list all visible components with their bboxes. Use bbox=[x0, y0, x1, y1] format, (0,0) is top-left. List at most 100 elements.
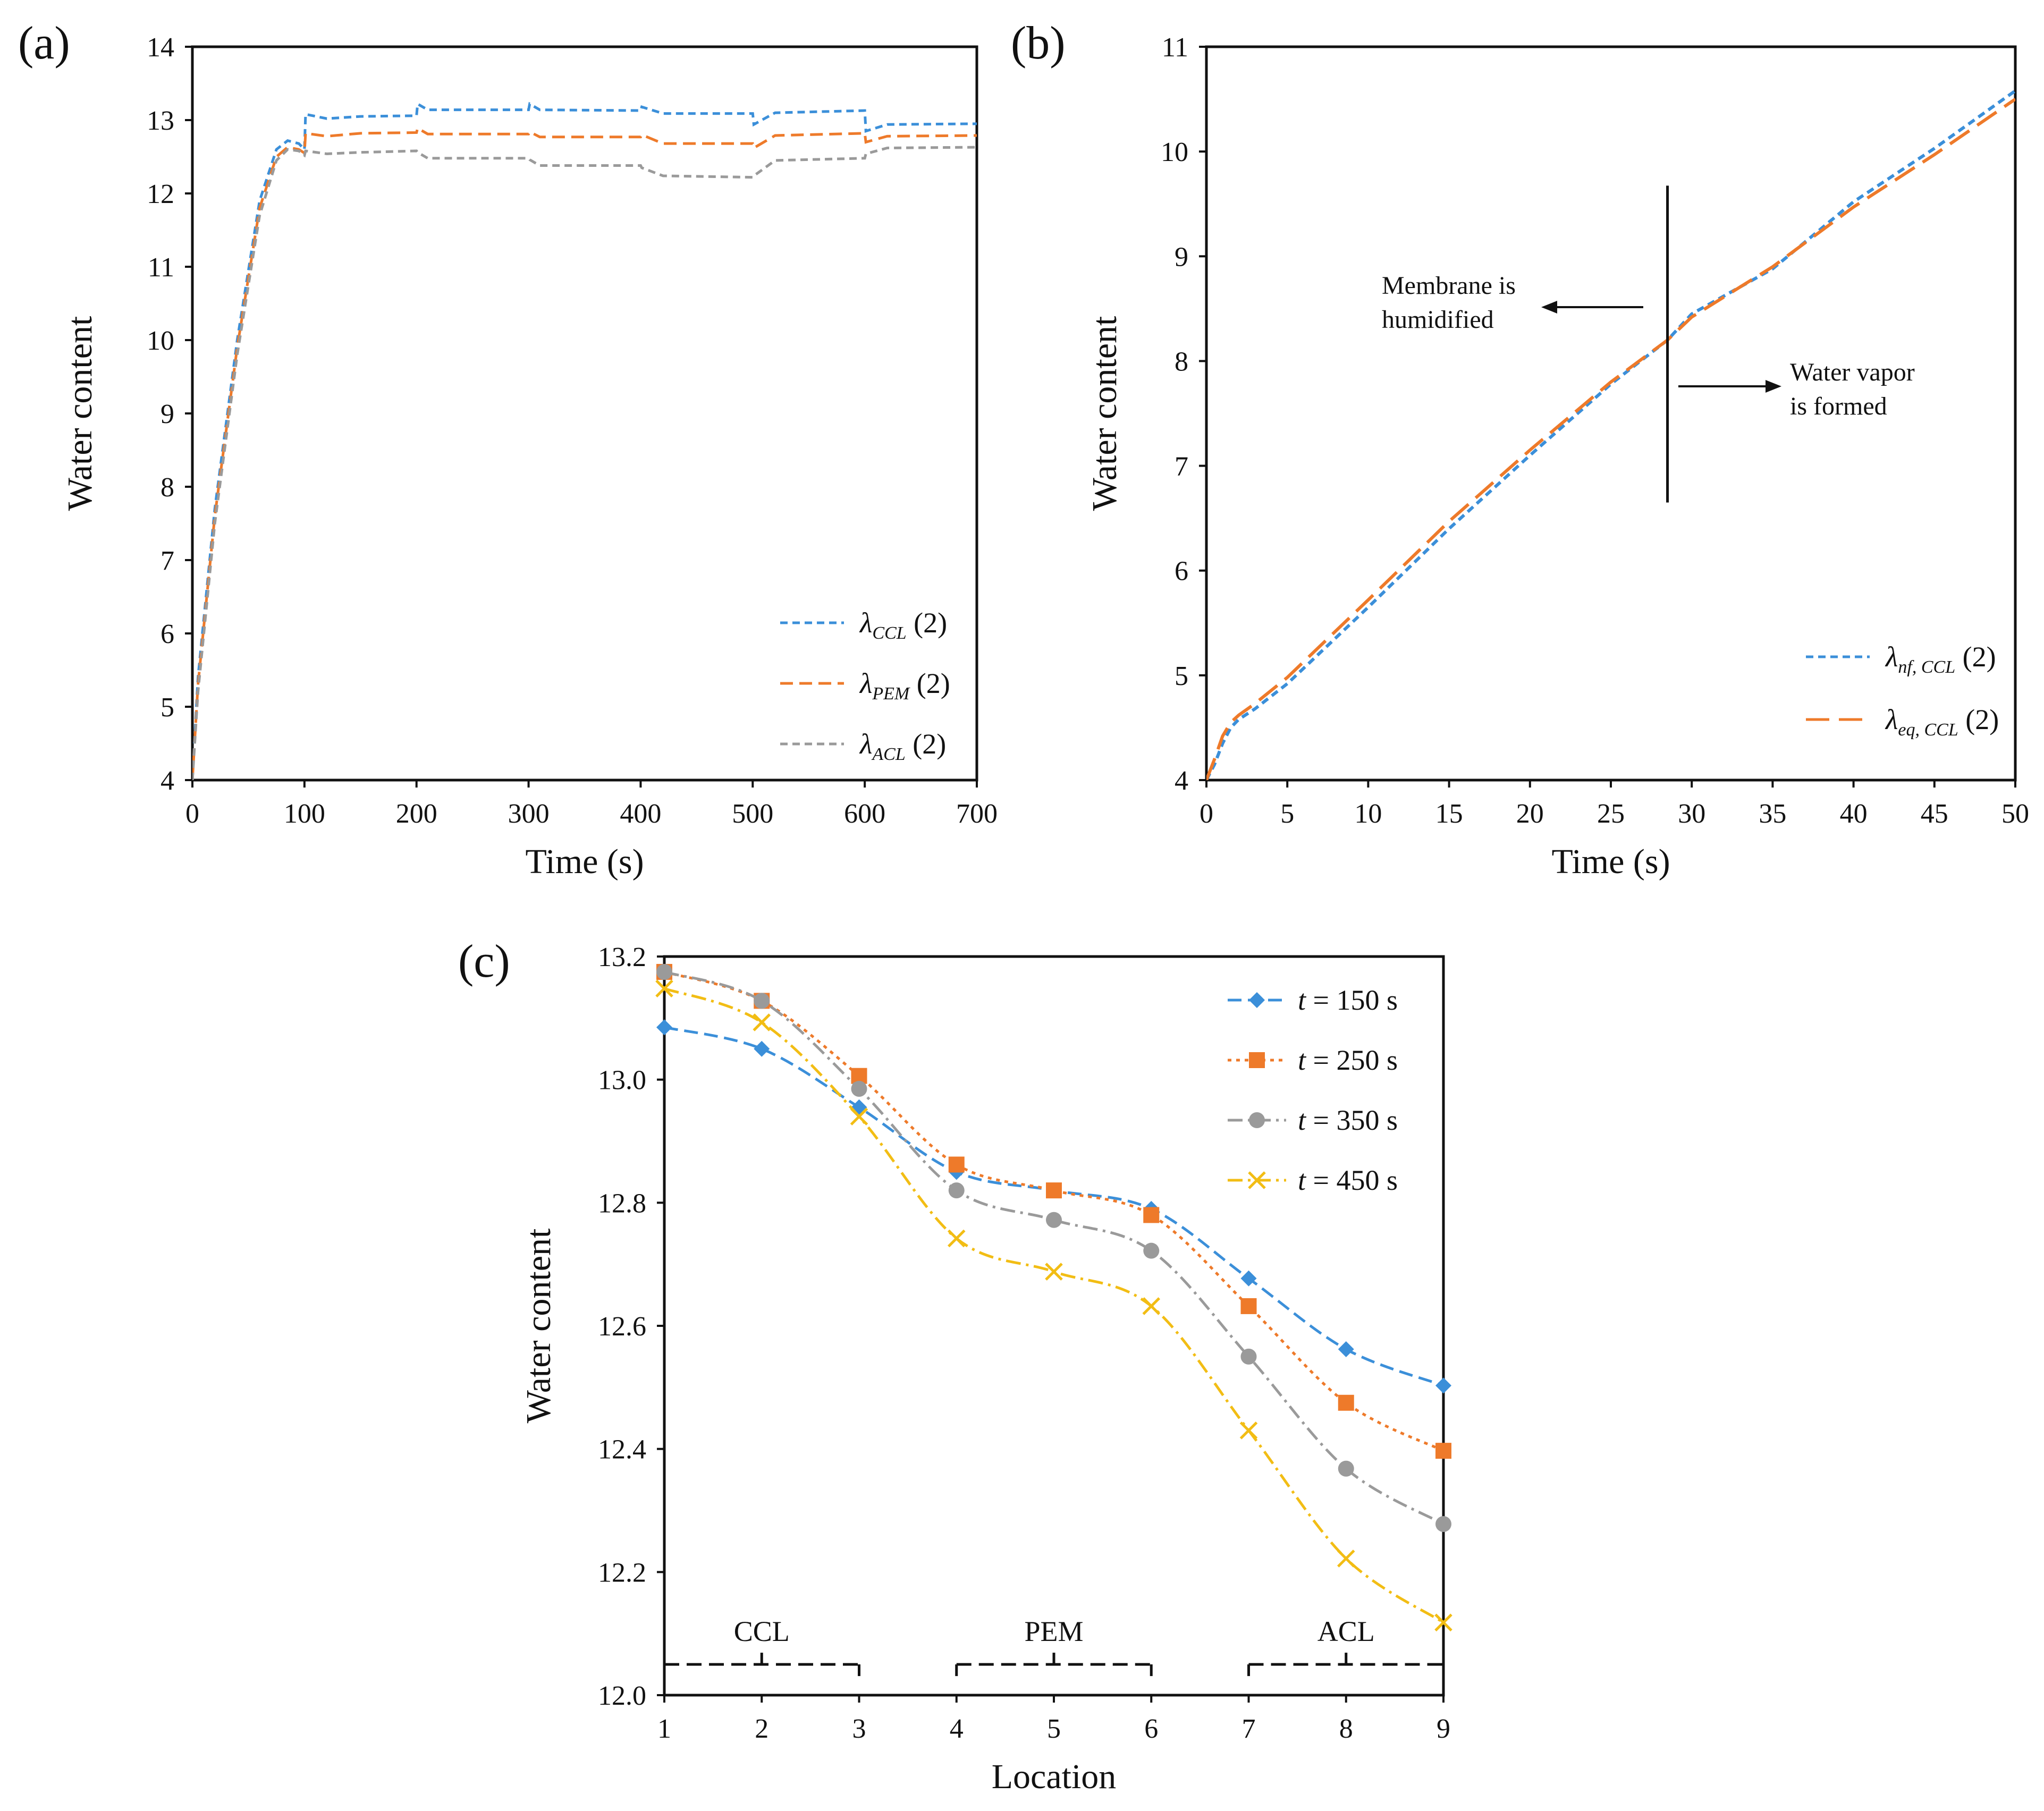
y-tick-label: 8 bbox=[161, 472, 174, 503]
y-tick-label: 9 bbox=[161, 399, 174, 429]
x-tick-label: 7 bbox=[1242, 1714, 1256, 1744]
x-axis-label: Time (s) bbox=[525, 842, 644, 881]
x-tick-label: 45 bbox=[1921, 799, 1948, 829]
x-tick-label: 0 bbox=[185, 799, 199, 829]
y-tick-label: 13 bbox=[147, 106, 174, 136]
series-line-ccl bbox=[192, 101, 977, 780]
data-point-t450 bbox=[1239, 1421, 1258, 1440]
legend-label-t350: t = 350 s bbox=[1298, 1104, 1398, 1136]
series-line-t350 bbox=[664, 970, 1443, 1526]
annotation-text: Water vapor bbox=[1790, 358, 1915, 386]
panel-label: (c) bbox=[458, 936, 510, 987]
y-tick-label: 12.0 bbox=[598, 1681, 646, 1711]
series-line-eq bbox=[1206, 98, 2015, 780]
legend-entry-t150: t = 150 s bbox=[1228, 984, 1398, 1016]
legend-entry-acl: λACL (2) bbox=[780, 728, 946, 764]
data-point-t350 bbox=[1435, 1516, 1451, 1532]
region-label: CCL bbox=[734, 1615, 790, 1647]
annotation-humidified: Membrane is humidified bbox=[1382, 272, 1643, 334]
legend-label-t250: t = 250 s bbox=[1298, 1044, 1398, 1076]
y-tick-label: 14 bbox=[147, 32, 174, 63]
legend-entry-ccl: λCCL (2) bbox=[780, 607, 947, 643]
y-tick-label: 5 bbox=[1175, 661, 1188, 691]
region-label: PEM bbox=[1024, 1615, 1083, 1647]
chart-panel-a: 4 5 6 7 8 9 10 11 12 13 14 0 100 200 300 400 500 600 700 Ti… bbox=[18, 18, 998, 881]
y-tick-label: 13.2 bbox=[598, 942, 646, 972]
y-tick-label: 6 bbox=[161, 619, 174, 649]
arrow-left-icon bbox=[1541, 301, 1557, 314]
x-tick-label: 100 bbox=[284, 799, 325, 829]
y-tick-label: 4 bbox=[161, 766, 174, 796]
series-line-t150 bbox=[664, 1026, 1443, 1387]
legend-marker-t250 bbox=[1249, 1052, 1265, 1068]
legend-entry-t350: t = 350 s bbox=[1228, 1104, 1398, 1136]
x-tick-label: 500 bbox=[732, 799, 773, 829]
legend-label-eq: λeq, CCL (2) bbox=[1885, 704, 1999, 740]
x-tick-label: 2 bbox=[755, 1714, 768, 1744]
y-axis-label: Water content bbox=[519, 1229, 558, 1424]
data-point-t350 bbox=[656, 963, 672, 980]
y-tick-label: 7 bbox=[161, 546, 174, 576]
series-line-t450 bbox=[664, 987, 1443, 1624]
series-line-acl bbox=[192, 146, 977, 780]
x-tick-label: 8 bbox=[1339, 1714, 1353, 1744]
x-tick-label: 15 bbox=[1435, 799, 1463, 829]
x-tick-label: 3 bbox=[852, 1714, 866, 1744]
x-tick-label: 5 bbox=[1280, 799, 1294, 829]
data-point-t350 bbox=[1046, 1212, 1062, 1228]
x-tick-label: 9 bbox=[1437, 1714, 1450, 1744]
y-tick-label: 10 bbox=[147, 326, 174, 356]
legend-marker-t450 bbox=[1248, 1171, 1266, 1189]
data-point-t350 bbox=[851, 1081, 867, 1097]
x-tick-label: 10 bbox=[1354, 799, 1382, 829]
legend-entry-t450: t = 450 s bbox=[1228, 1164, 1398, 1196]
x-axis-label: Time (s) bbox=[1551, 842, 1670, 881]
data-point-t250 bbox=[1143, 1207, 1160, 1223]
data-point-t150 bbox=[656, 1019, 672, 1036]
chart-panel-c: 12.0 12.2 12.4 12.6 12.8 13.0 13.2 1 2 3 4 5 6 7 8 9 Loc… bbox=[458, 936, 1452, 1796]
y-tick-label: 12 bbox=[147, 179, 174, 209]
data-point-t450 bbox=[850, 1107, 868, 1125]
data-point-t250 bbox=[1338, 1394, 1354, 1411]
legend-marker-t150 bbox=[1249, 992, 1265, 1008]
legend-entry-pem: λPEM (2) bbox=[780, 667, 950, 704]
data-point-t450 bbox=[1045, 1263, 1063, 1281]
data-point-t150 bbox=[1240, 1270, 1257, 1287]
x-tick-label: 0 bbox=[1200, 799, 1213, 829]
y-tick-label: 7 bbox=[1175, 452, 1188, 482]
data-point-t350 bbox=[1143, 1242, 1160, 1259]
region-bracket-pem: PEM bbox=[955, 1615, 1153, 1677]
data-point-t150 bbox=[1435, 1377, 1451, 1394]
data-point-t450 bbox=[655, 979, 673, 998]
legend-label-t150: t = 150 s bbox=[1298, 984, 1398, 1016]
data-point-t350 bbox=[1240, 1348, 1257, 1365]
x-tick-label: 4 bbox=[950, 1714, 964, 1744]
x-tick-label: 600 bbox=[844, 799, 885, 829]
x-tick-label: 20 bbox=[1516, 799, 1544, 829]
data-point-t150 bbox=[851, 1099, 867, 1115]
plot-area-frame bbox=[191, 45, 978, 782]
y-tick-label: 11 bbox=[148, 252, 174, 283]
y-tick-label: 12.6 bbox=[598, 1311, 646, 1342]
y-tick-label: 13.0 bbox=[598, 1065, 646, 1096]
data-point-t150 bbox=[1338, 1341, 1354, 1358]
series-line-nf bbox=[1206, 89, 2015, 780]
x-tick-label: 40 bbox=[1840, 799, 1868, 829]
y-tick-label: 10 bbox=[1161, 137, 1188, 167]
legend-label-t450: t = 450 s bbox=[1298, 1164, 1398, 1196]
data-point-t350 bbox=[948, 1182, 965, 1199]
legend-label-acl: λACL (2) bbox=[859, 728, 946, 764]
y-axis-label: Water content bbox=[61, 316, 99, 511]
y-axis-label: Water content bbox=[1085, 316, 1124, 511]
y-tick-label: 11 bbox=[1162, 32, 1188, 63]
legend-marker-t350 bbox=[1249, 1112, 1265, 1128]
y-tick-label: 12.4 bbox=[598, 1435, 646, 1465]
annotation-text: is formed bbox=[1790, 392, 1887, 420]
data-point-t450 bbox=[753, 1013, 771, 1031]
y-tick-label: 4 bbox=[1175, 766, 1188, 796]
series-line-t250 bbox=[664, 970, 1443, 1452]
x-tick-label: 30 bbox=[1678, 799, 1705, 829]
data-point-t450 bbox=[1434, 1613, 1452, 1632]
